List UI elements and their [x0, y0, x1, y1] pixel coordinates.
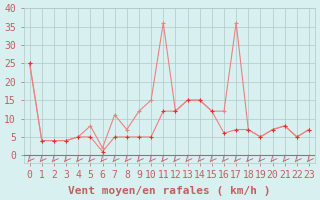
X-axis label: Vent moyen/en rafales ( km/h ): Vent moyen/en rafales ( km/h )	[68, 186, 271, 196]
